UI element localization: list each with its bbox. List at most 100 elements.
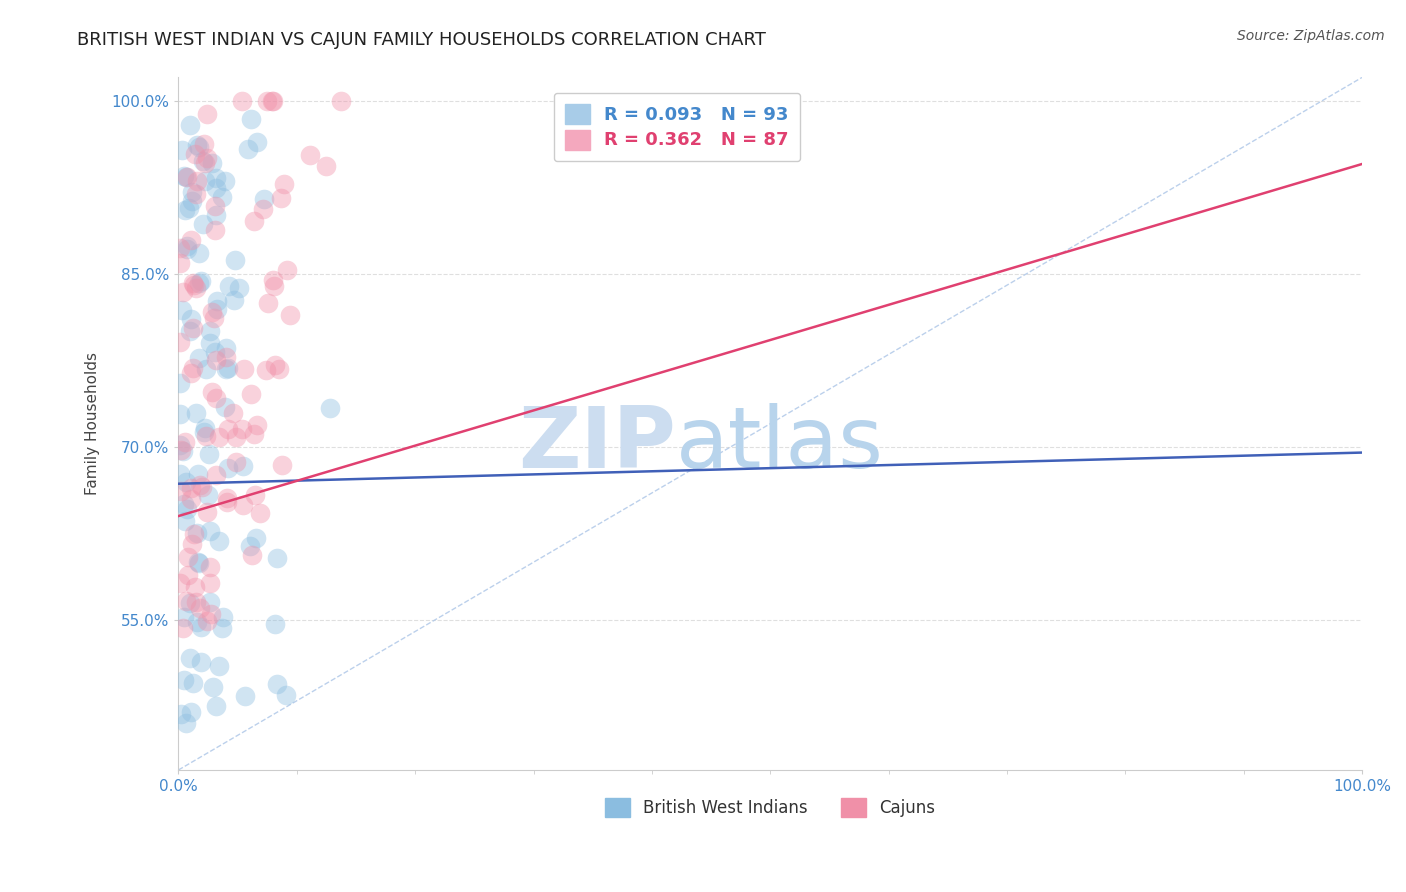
Point (232, 362, 254, 376)
Point (187, 467, 209, 482)
Point (169, 256, 191, 270)
Point (183, 360, 205, 375)
Point (172, 285, 194, 300)
Point (179, 324, 201, 338)
Point (186, 174, 208, 188)
Text: atlas: atlas (675, 403, 883, 486)
Point (197, 488, 219, 502)
Point (208, 534, 231, 549)
Point (232, 458, 254, 473)
Point (299, 147, 322, 161)
Point (198, 576, 221, 591)
Point (188, 246, 211, 260)
Point (179, 118, 201, 132)
Point (273, 177, 295, 191)
Text: Source: ZipAtlas.com: Source: ZipAtlas.com (1237, 29, 1385, 43)
Point (195, 361, 218, 376)
Point (224, 293, 246, 307)
Legend: British West Indians, Cajuns: British West Indians, Cajuns (598, 791, 942, 824)
Point (252, 202, 274, 216)
Point (205, 294, 228, 309)
Point (211, 189, 233, 203)
Point (190, 478, 212, 492)
Point (194, 174, 217, 188)
Point (184, 281, 207, 295)
Point (256, 94, 278, 108)
Point (254, 363, 277, 377)
Point (224, 253, 246, 268)
Point (169, 335, 191, 350)
Point (169, 467, 191, 482)
Point (176, 502, 198, 516)
Point (215, 362, 238, 376)
Point (198, 324, 221, 338)
Point (262, 94, 284, 108)
Point (245, 417, 267, 432)
Point (193, 425, 215, 439)
Point (179, 596, 201, 610)
Point (174, 435, 197, 450)
Y-axis label: Family Households: Family Households (86, 352, 100, 495)
Point (180, 233, 202, 247)
Point (174, 514, 197, 528)
Point (193, 217, 215, 231)
Text: BRITISH WEST INDIAN VS CAJUN FAMILY HOUSEHOLDS CORRELATION CHART: BRITISH WEST INDIAN VS CAJUN FAMILY HOUS… (77, 31, 766, 49)
Point (246, 135, 269, 149)
Point (205, 391, 228, 405)
Point (170, 302, 193, 317)
Point (262, 273, 284, 287)
Point (169, 241, 191, 255)
Point (271, 458, 294, 472)
Point (270, 192, 292, 206)
Point (187, 351, 209, 366)
Point (172, 443, 194, 458)
Point (190, 620, 212, 634)
Point (181, 185, 204, 199)
Point (205, 181, 228, 195)
Point (176, 170, 198, 185)
Point (228, 281, 250, 295)
Point (194, 421, 217, 435)
Point (239, 386, 262, 401)
Point (204, 223, 226, 237)
Point (184, 594, 207, 608)
Point (174, 170, 197, 185)
Point (184, 147, 207, 161)
Point (201, 305, 224, 319)
Point (184, 580, 207, 594)
Point (184, 406, 207, 420)
Point (243, 213, 266, 227)
Point (173, 609, 195, 624)
Point (205, 301, 228, 316)
Point (195, 614, 218, 628)
Point (201, 384, 224, 399)
Point (180, 481, 202, 495)
Point (190, 275, 212, 289)
Point (212, 609, 235, 624)
Point (190, 655, 212, 669)
Point (239, 539, 262, 553)
Point (180, 537, 202, 551)
Point (198, 595, 221, 609)
Point (225, 455, 247, 469)
Point (179, 650, 201, 665)
Point (194, 429, 217, 443)
Point (194, 156, 217, 170)
Point (201, 156, 224, 170)
Point (211, 621, 233, 635)
Point (217, 461, 239, 475)
Point (253, 192, 276, 206)
Point (240, 112, 263, 127)
Point (174, 594, 197, 608)
Point (263, 616, 285, 631)
Point (198, 335, 221, 350)
Point (188, 276, 211, 290)
Point (201, 681, 224, 695)
Point (181, 276, 204, 290)
Point (176, 242, 198, 256)
Point (198, 524, 221, 538)
Point (205, 467, 228, 482)
Point (214, 174, 236, 188)
Point (181, 194, 204, 208)
Point (231, 422, 253, 436)
